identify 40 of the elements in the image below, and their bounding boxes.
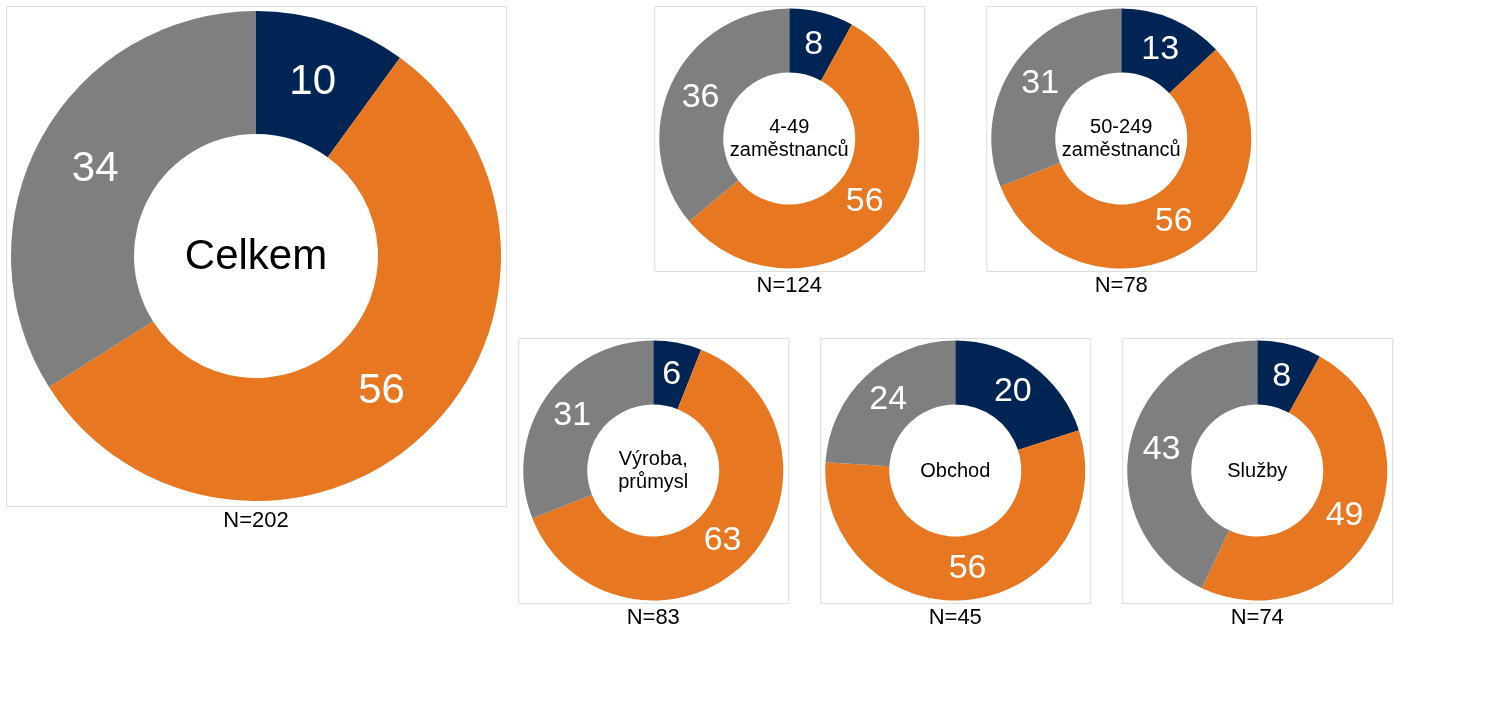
text: N=78 [1094,272,1148,297]
text: Výroba, průmysl [618,447,689,492]
data-label: 31 [553,394,592,433]
data-label: 56 [1154,200,1193,239]
text: 4-49 zaměstnanců [729,115,849,160]
donut-slice [532,349,784,601]
donut-slice [1257,340,1320,413]
data-label: 8 [804,22,824,61]
text: 50-249 zaměstnanců [1061,115,1181,160]
text: N=74 [1230,604,1284,629]
text: N=202 [223,507,289,532]
data-label: 13 [1141,27,1180,66]
donut-slice [789,8,852,81]
data-label: 8 [1272,354,1292,393]
data-label: 10 [289,56,337,104]
text: N=45 [928,604,982,629]
data-label: 56 [948,546,987,585]
text: Obchod [920,458,991,481]
donut-slice [955,340,1079,451]
data-label: 43 [1142,428,1181,467]
data-label: 56 [845,179,884,218]
data-label: 31 [1021,62,1060,101]
donut-slice [1201,356,1388,601]
text: Služby [1227,458,1288,481]
donut-slice [1121,8,1217,94]
text: N=124 [756,272,822,297]
data-label: 49 [1325,493,1364,532]
donut-slice [653,340,702,410]
donut-slice [49,57,501,501]
text: N=83 [626,604,680,629]
data-label: 20 [993,370,1032,409]
data-label: 36 [681,75,720,114]
donut-slice [256,11,401,158]
donut-slice [825,430,1085,601]
data-label: 63 [703,518,742,557]
data-label: 6 [662,353,682,392]
data-label: 34 [71,142,119,190]
data-label: 24 [869,378,908,417]
text: Celkem [184,231,328,278]
data-label: 56 [358,364,405,412]
